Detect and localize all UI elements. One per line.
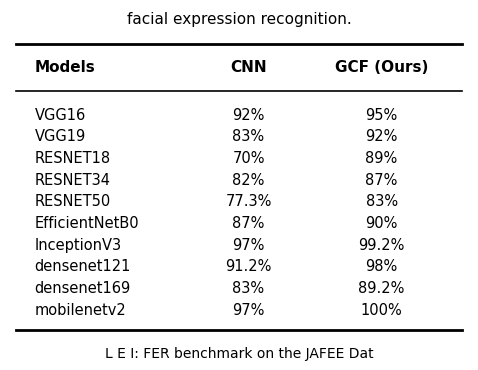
Text: 82%: 82% [232,172,265,188]
Text: L E I: FER benchmark on the JAFEE Dat: L E I: FER benchmark on the JAFEE Dat [105,347,373,361]
Text: 100%: 100% [361,303,402,317]
Text: 98%: 98% [366,259,398,274]
Text: Models: Models [34,60,96,75]
Text: 97%: 97% [232,238,265,253]
Text: 89%: 89% [366,151,398,166]
Text: EfficientNetB0: EfficientNetB0 [34,216,139,231]
Text: facial expression recognition.: facial expression recognition. [127,13,351,27]
Text: 97%: 97% [232,303,265,317]
Text: 77.3%: 77.3% [225,194,272,209]
Text: densenet121: densenet121 [34,259,131,274]
Text: CNN: CNN [230,60,267,75]
Text: 92%: 92% [232,108,265,122]
Text: densenet169: densenet169 [34,281,131,296]
Text: 87%: 87% [232,216,265,231]
Text: GCF (Ours): GCF (Ours) [335,60,428,75]
Text: 95%: 95% [366,108,398,122]
Text: 92%: 92% [365,129,398,144]
Text: InceptionV3: InceptionV3 [34,238,122,253]
Text: 89.2%: 89.2% [358,281,405,296]
Text: 87%: 87% [365,172,398,188]
Text: VGG19: VGG19 [34,129,86,144]
Text: 83%: 83% [232,281,264,296]
Text: 83%: 83% [232,129,264,144]
Text: 90%: 90% [365,216,398,231]
Text: 91.2%: 91.2% [225,259,272,274]
Text: 70%: 70% [232,151,265,166]
Text: RESNET34: RESNET34 [34,172,110,188]
Text: RESNET50: RESNET50 [34,194,111,209]
Text: mobilenetv2: mobilenetv2 [34,303,126,317]
Text: 99.2%: 99.2% [358,238,405,253]
Text: VGG16: VGG16 [34,108,86,122]
Text: 83%: 83% [366,194,398,209]
Text: RESNET18: RESNET18 [34,151,111,166]
